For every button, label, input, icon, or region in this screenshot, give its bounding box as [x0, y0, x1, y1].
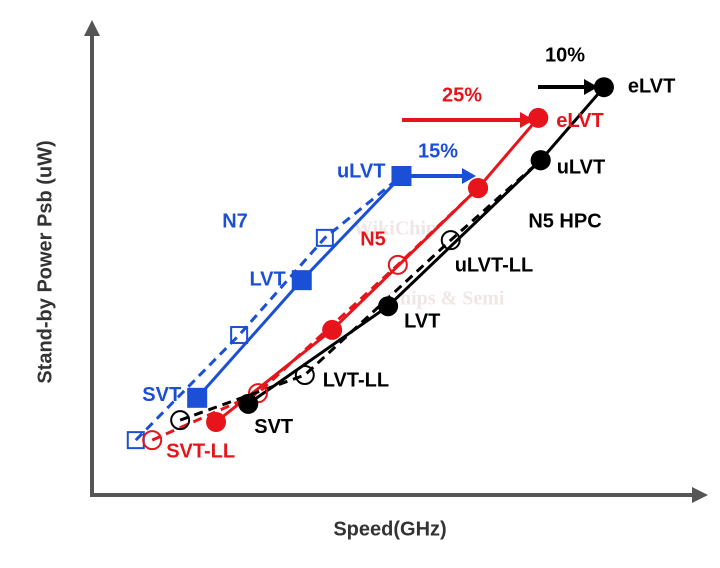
- point-label: uLVT: [557, 156, 606, 178]
- point-label: uLVT-LL: [455, 254, 533, 276]
- marker: [230, 326, 249, 345]
- annotation-label: 25%: [442, 84, 482, 106]
- marker: [294, 365, 315, 386]
- marker: [387, 254, 408, 275]
- annotation-arrowhead: [584, 79, 598, 95]
- series-name: N7: [222, 210, 248, 232]
- watermark: Chips & Semi: [386, 288, 505, 310]
- marker: [378, 296, 399, 317]
- marker: [315, 228, 334, 247]
- marker: [468, 178, 489, 199]
- annotation-arrowhead: [520, 112, 534, 128]
- point-label: LVT: [249, 268, 285, 290]
- marker: [322, 319, 343, 340]
- watermark: WikiChip: [353, 218, 437, 240]
- point-label: LVT: [404, 310, 440, 332]
- annotation-label: 15%: [418, 140, 458, 162]
- x-axis-label: Speed(GHz): [333, 518, 446, 540]
- series-name: N5: [360, 228, 386, 250]
- y-axis-label: Stand-by Power Psb (uW): [34, 140, 56, 383]
- marker: [440, 230, 461, 251]
- point-label: SVT: [142, 384, 181, 406]
- series-line: [134, 174, 403, 442]
- marker: [593, 77, 614, 98]
- point-label: eLVT: [628, 75, 675, 97]
- point-label: SVT-LL: [166, 440, 235, 462]
- marker: [170, 410, 191, 431]
- marker: [530, 150, 551, 171]
- point-label: uLVT: [337, 160, 386, 182]
- marker: [187, 387, 208, 408]
- marker: [530, 150, 551, 171]
- annotation-arrowhead: [462, 168, 476, 184]
- marker: [291, 270, 312, 291]
- point-label: LVT-LL: [323, 369, 389, 391]
- marker: [238, 393, 259, 414]
- point-label: SVT: [254, 416, 293, 438]
- marker: [468, 178, 489, 199]
- point-label: eLVT: [556, 110, 603, 132]
- marker: [142, 430, 163, 451]
- marker: [391, 166, 412, 187]
- marker: [206, 411, 227, 432]
- series-line: [247, 86, 606, 406]
- marker: [528, 107, 549, 128]
- annotation-label: 10%: [545, 44, 585, 66]
- series-name: N5 HPC: [528, 210, 601, 232]
